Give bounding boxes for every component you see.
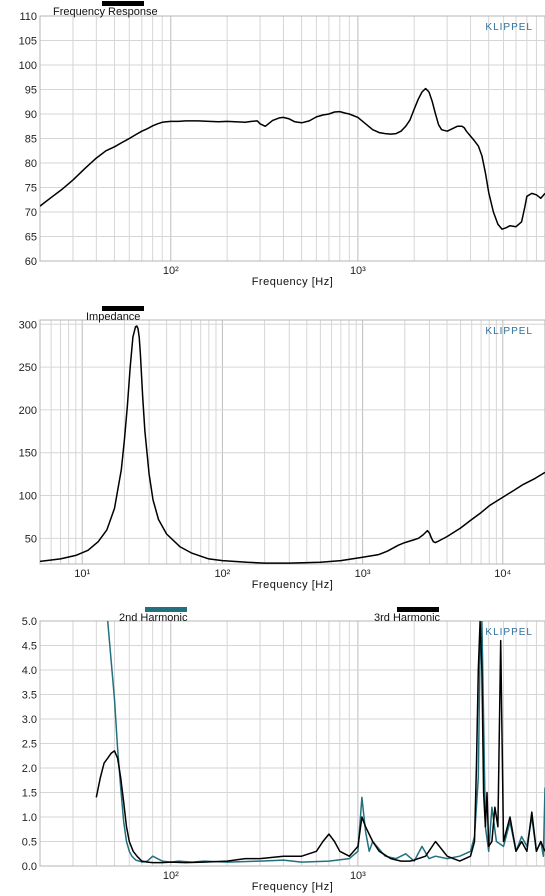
x-tick-label: 10² (163, 265, 179, 277)
legend-swatch (397, 607, 439, 612)
grid (40, 621, 545, 866)
y-tick-label: 70 (25, 207, 37, 219)
x-tick-label: 10³ (355, 568, 371, 580)
plot-frame (39, 319, 545, 565)
y-tick-label: 2.0 (22, 763, 37, 775)
y-tick-label: 300 (19, 319, 37, 331)
y-tick-label: 3.0 (22, 714, 37, 726)
x-tick-label: 10³ (350, 265, 366, 277)
x-axis-label: Frequency [Hz] (252, 276, 334, 288)
y-tick-label: 1.0 (22, 812, 37, 824)
legend-label: Frequency Response (53, 6, 158, 18)
y-tick-label: 50 (25, 533, 37, 545)
y-tick-label: 75 (25, 183, 37, 195)
y-tick-label: 0.5 (22, 837, 37, 849)
klippel-logo: KLIPPEL (485, 627, 533, 638)
y-tick-label: 110 (19, 11, 37, 23)
y-tick-label: 95 (25, 85, 37, 97)
series-line-1 (40, 325, 545, 564)
y-tick-label: 150 (19, 448, 37, 460)
x-tick-label: 10⁴ (494, 568, 511, 580)
chart-1: 60 65 70 75 80 85 90 95 100 105 110 10² 10³ Frequency… (19, 1, 545, 288)
legend-label: 3rd Harmonic (374, 612, 441, 624)
klippel-logo: KLIPPEL (485, 22, 533, 33)
y-tick-label: 200 (19, 405, 37, 417)
series-line-1 (40, 87, 545, 230)
x-tick-label: 10¹ (74, 568, 90, 580)
klippel-logo: KLIPPEL (485, 326, 533, 337)
y-tick-label: 1.5 (22, 788, 37, 800)
y-tick-label: 105 (19, 36, 37, 48)
y-tick-label: 100 (19, 491, 37, 503)
x-tick-label: 10² (163, 870, 179, 882)
x-tick-label: 10³ (350, 870, 366, 882)
grid (40, 16, 545, 261)
y-tick-label: 4.5 (22, 641, 37, 653)
y-tick-label: 250 (19, 362, 37, 374)
y-tick-label: 5.0 (22, 616, 37, 628)
y-tick-label: 65 (25, 232, 37, 244)
plot-frame (39, 15, 545, 262)
y-tick-label: 2.5 (22, 739, 37, 751)
chart-2: 50 100 150 200 250 300 10¹ 10² 10³ 10⁴ Frequency [… (19, 306, 545, 591)
grid (40, 320, 545, 564)
series-line-2 (95, 621, 545, 864)
x-tick-label: 10² (214, 568, 230, 580)
legend-swatch (145, 607, 187, 612)
plot-frame (39, 620, 545, 867)
y-tick-label: 100 (19, 60, 37, 72)
legend-label: Impedance (86, 311, 140, 323)
y-tick-label: 80 (25, 158, 37, 170)
y-tick-label: 4.0 (22, 665, 37, 677)
x-axis-label: Frequency [Hz] (252, 881, 334, 893)
legend-swatch (102, 306, 144, 311)
x-axis-label: Frequency [Hz] (252, 579, 334, 591)
y-tick-label: 60 (25, 256, 37, 268)
legend-label: 2nd Harmonic (119, 612, 188, 624)
y-tick-label: 85 (25, 134, 37, 146)
y-tick-label: 3.5 (22, 690, 37, 702)
y-tick-label: 90 (25, 109, 37, 121)
chart-3: 0.0 0.5 1.0 1.5 2.0 2.5 3.0 3.5 4.0 4.5 5.0 10² 10³ F… (22, 607, 545, 893)
legend-swatch (102, 1, 144, 6)
y-tick-label: 0.0 (22, 861, 37, 873)
